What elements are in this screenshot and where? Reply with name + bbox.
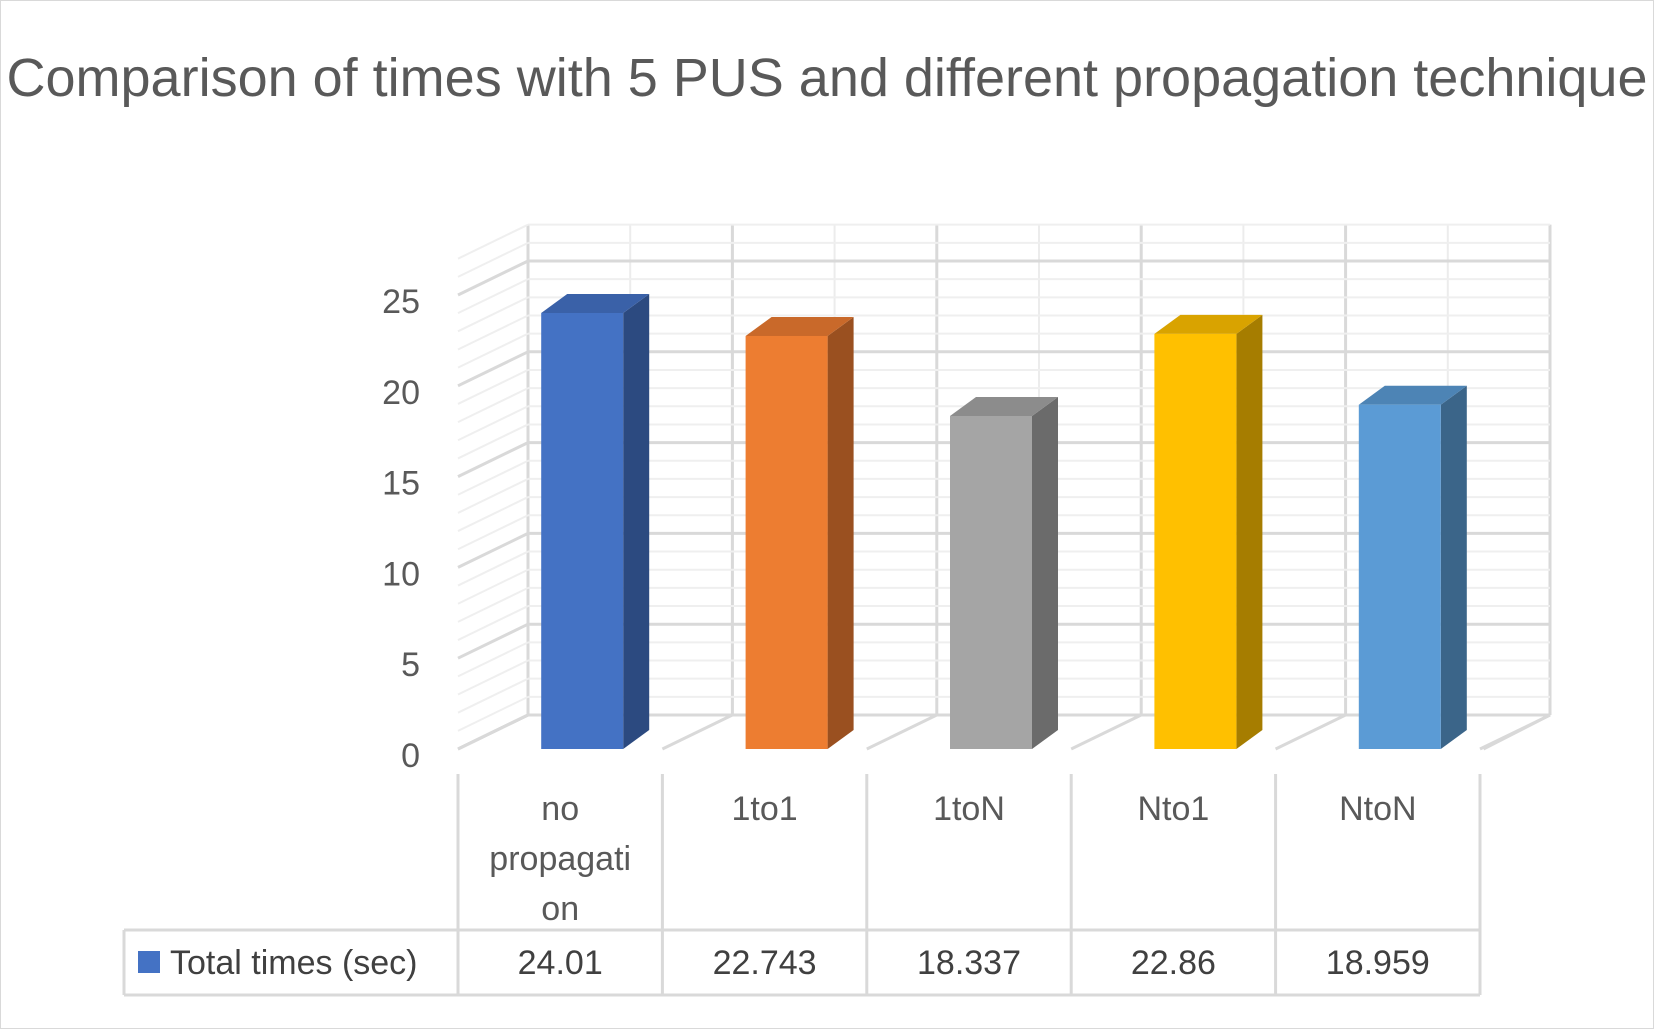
side-gridline	[457, 550, 529, 587]
side-gridline	[457, 259, 529, 297]
category-label-line: 1to1	[732, 790, 798, 828]
bar-top	[950, 397, 1058, 417]
y-tick-label: 20	[382, 374, 420, 412]
bars-layer	[541, 293, 1467, 749]
bar-front	[745, 335, 828, 749]
side-gridline	[457, 659, 529, 696]
bar-1	[745, 316, 854, 749]
bar-side	[623, 293, 650, 749]
bar-4	[1358, 385, 1467, 749]
side-gridline	[457, 478, 529, 514]
side-gridline	[457, 677, 529, 714]
side-gridline	[457, 314, 529, 351]
category-label: NtoN	[1339, 790, 1416, 828]
bar-side	[1440, 385, 1467, 749]
bar-side	[827, 316, 854, 749]
category-label-line: NtoN	[1339, 790, 1416, 828]
bar-3	[1154, 314, 1263, 749]
category-label-line: propagati	[489, 840, 631, 878]
floor-line	[1274, 713, 1347, 751]
floor-line	[1479, 713, 1551, 751]
side-gridline	[457, 496, 529, 532]
data-table: no propagati on 1to1 1toN Nto1 NtoN Total times…	[122, 774, 1482, 997]
bar-top	[745, 316, 854, 336]
bar-top	[1154, 314, 1263, 334]
chart-title: Comparison of times with 5 PUS and diffe…	[6, 48, 1648, 108]
bar-top	[541, 293, 650, 313]
floor-line	[1070, 713, 1142, 751]
bar-front	[1358, 404, 1441, 749]
bar-front	[950, 416, 1032, 749]
category-label-line: on	[541, 890, 579, 928]
side-gridline	[457, 622, 529, 660]
floor-line	[457, 713, 529, 751]
side-gridline	[457, 459, 529, 496]
side-gridline	[457, 223, 529, 260]
side-gridline	[457, 641, 529, 678]
category-label-line: no	[541, 790, 579, 828]
y-tick-label: 5	[401, 646, 420, 684]
category-label: 1to1	[732, 790, 798, 828]
side-gridline	[457, 369, 529, 405]
side-gridline	[457, 296, 529, 333]
side-gridline	[457, 332, 529, 369]
y-tick-label: 15	[382, 465, 420, 503]
y-tick-label: 0	[401, 737, 420, 775]
category-label: 1toN	[933, 790, 1005, 828]
y-tick-label: 10	[382, 555, 420, 593]
bar-front	[1154, 333, 1237, 749]
side-gridline	[457, 405, 529, 442]
side-gridline	[457, 532, 529, 569]
bar-0	[541, 293, 650, 749]
floor-line	[661, 713, 734, 751]
category-label: Nto1	[1137, 790, 1209, 828]
bar-2	[950, 397, 1058, 749]
data-value-label: 18.959	[1326, 944, 1430, 982]
side-gridline	[457, 568, 529, 605]
side-gridline	[457, 387, 529, 424]
floor-line	[866, 713, 938, 751]
side-gridline	[457, 586, 529, 623]
side-gridline	[457, 441, 529, 478]
side-gridline	[457, 423, 529, 460]
legend-key	[138, 951, 160, 973]
side-gridline	[457, 695, 529, 732]
bar-top	[1358, 385, 1467, 405]
category-label: no propagati on	[489, 790, 631, 928]
y-tick-label: 25	[382, 283, 420, 321]
y-axis: 0 5 10 15 20 25	[382, 283, 420, 775]
data-value-label: 18.337	[917, 944, 1021, 982]
side-gridline	[457, 278, 529, 315]
category-label-line: Nto1	[1137, 790, 1209, 828]
side-gridline	[457, 350, 529, 388]
bar-side	[1236, 314, 1263, 749]
category-label-line: 1toN	[933, 790, 1005, 828]
side-gridline	[457, 514, 529, 551]
data-value-label: 24.01	[518, 944, 603, 982]
bar-side	[1032, 397, 1058, 749]
data-value-label: 22.86	[1131, 944, 1216, 982]
bar-front	[541, 312, 624, 749]
series-name: Total times (sec)	[170, 944, 418, 982]
side-gridline	[457, 605, 529, 641]
data-value-label: 22.743	[713, 944, 817, 982]
side-gridline	[457, 241, 529, 278]
